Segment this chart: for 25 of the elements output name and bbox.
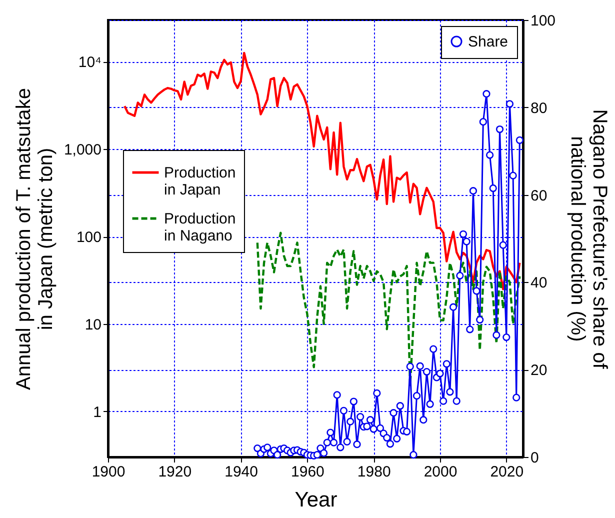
y2-tick-label: 80 [530, 100, 548, 117]
x-tick-label: 1900 [92, 464, 126, 480]
legend-label: Share [468, 34, 508, 50]
y-tick-label: 1 [93, 404, 102, 421]
y-tick-label: 10 [84, 316, 102, 334]
y-tick-label: 100 [76, 229, 102, 246]
y2-tick-label: 60 [530, 187, 548, 204]
y-axis-title: Annual production of T. matsutake in Japan (metric ton) [12, 88, 57, 390]
x-tick-label: 1940 [224, 464, 258, 480]
y-tick-label: 1,000 [64, 142, 102, 159]
y2-tick-label: 0 [530, 450, 539, 466]
x-tick-label: 1960 [291, 464, 324, 480]
x-tick-label: 2020 [490, 464, 524, 480]
y2-tick-label: 40 [530, 274, 548, 292]
legend-label: Production in Japan [164, 164, 236, 198]
x-tick-label: 1980 [357, 464, 391, 480]
x-tick-label: 2000 [424, 464, 458, 480]
y2-axis-title: Nagano Prefecture's share of national production (%) [566, 109, 611, 370]
y-tick-label: 10⁴ [78, 54, 102, 72]
legend-label: Production in Nagano [164, 210, 236, 244]
y2-tick-label: 100 [530, 12, 556, 30]
x-axis-title: Year [294, 488, 338, 512]
y2-tick-label: 20 [530, 362, 548, 380]
line-series [124, 52, 521, 290]
x-tick-label: 1920 [158, 464, 192, 480]
